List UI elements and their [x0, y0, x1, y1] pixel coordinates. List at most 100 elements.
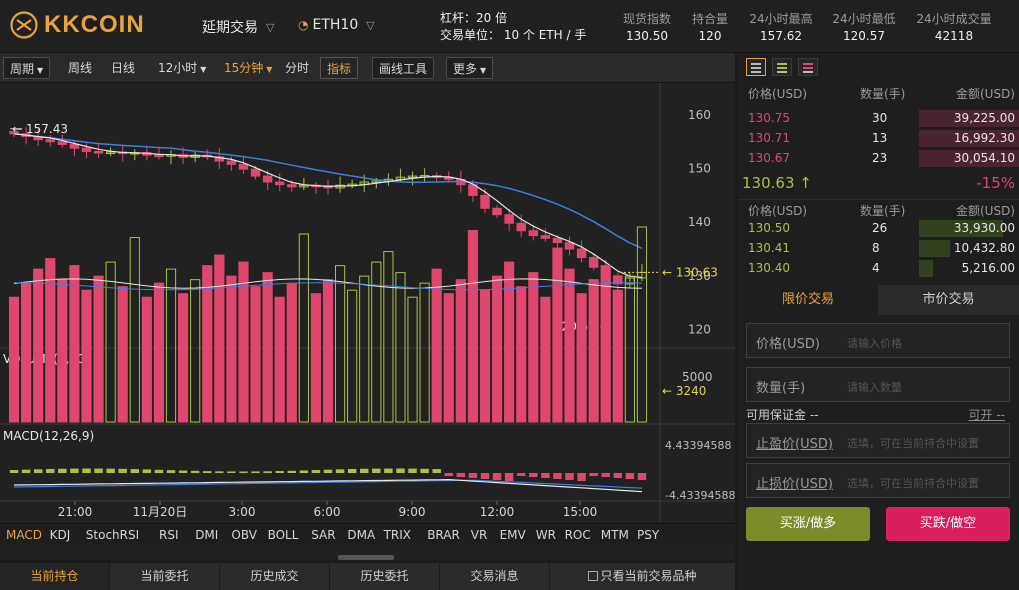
trade-type-dropdown[interactable]: 延期交易 ▽	[202, 17, 274, 37]
volume-bar	[190, 279, 201, 423]
indicator-tab-roc[interactable]: ROC	[564, 528, 591, 542]
macd-hist-bar	[275, 471, 284, 473]
macd-hist-bar	[58, 468, 67, 473]
sell-short-button[interactable]: 买跌/做空	[886, 507, 1010, 541]
12h-dropdown[interactable]: 12小时 ▼	[158, 61, 207, 75]
volume-bar	[310, 293, 322, 423]
candle-down	[540, 235, 551, 239]
macd-hist-bar	[529, 473, 538, 477]
indicator-tab-boll[interactable]: BOLL	[267, 528, 299, 542]
bid-amount: 5,216.00	[961, 261, 1015, 275]
symbol-label: ETH10	[312, 17, 359, 33]
candle-down	[576, 248, 587, 259]
candle-down	[504, 214, 514, 224]
drawing-tools-button[interactable]: 画线工具	[372, 57, 435, 79]
macd-hist-bar	[311, 470, 321, 473]
candle-down	[45, 139, 55, 143]
time-tick-label: 9:00	[399, 505, 426, 519]
weekly-button[interactable]: 周线	[68, 61, 93, 75]
candle-down	[154, 154, 164, 158]
price-field[interactable]: 价格(USD) 请输入价格	[746, 323, 1010, 358]
indicator-tab-brar[interactable]: BRAR	[427, 528, 460, 542]
quantity-field[interactable]: 数量(手) 请输入数量	[746, 367, 1010, 402]
indicator-tab-vr[interactable]: VR	[470, 528, 488, 542]
tab-market-order[interactable]: 市价交易	[878, 285, 1019, 315]
volume-bar	[21, 282, 32, 423]
candle-down	[528, 230, 539, 237]
indicator-tab-mtm[interactable]: MTM	[600, 528, 629, 542]
candle-down	[214, 156, 225, 162]
bid-row[interactable]: 130.50 26 33,930.00	[738, 218, 1019, 238]
volume-bar	[105, 261, 116, 423]
period-dropdown[interactable]: 周期 ▼	[3, 57, 51, 79]
macd-hist-bar	[504, 473, 514, 481]
indicator-tab-trix[interactable]: TRIX	[383, 528, 412, 542]
chart-scroll-handle[interactable]	[338, 555, 394, 560]
macd-hist-bar	[190, 470, 200, 473]
chevron-down-icon: ▽	[266, 20, 275, 34]
candle-down	[564, 242, 575, 250]
chart-toolbar: 周期 ▼ 周线 日线 12小时 ▼ 15分钟 ▼ 分时 指标 画线工具 更多 ▼	[0, 53, 735, 83]
volume-bar	[455, 279, 466, 423]
indicator-tab-stochrsi[interactable]: StochRSI	[85, 528, 140, 542]
candle-down	[588, 257, 599, 268]
tab-trade-history[interactable]: 历史成交	[220, 563, 330, 590]
indicator-tab-kdj[interactable]: KDJ	[49, 528, 71, 542]
ask-depth-bar	[919, 130, 1019, 147]
indicator-tab-emv[interactable]: EMV	[499, 528, 526, 542]
logo[interactable]: KKCOIN	[10, 10, 145, 40]
tab-current-orders[interactable]: 当前委托	[110, 563, 220, 590]
volume-bar	[371, 261, 382, 423]
indicator-button[interactable]: 指标	[320, 57, 359, 79]
order-form: 限价交易 市价交易 价格(USD) 请输入价格 数量(手) 请输入数量 可用保证…	[738, 285, 1019, 590]
volume-bar	[467, 230, 478, 423]
bid-qty: 8	[872, 241, 880, 255]
indicator-tab-psy[interactable]: PSY	[637, 528, 660, 542]
candle-down	[516, 222, 526, 232]
only-current-symbol-checkbox[interactable]: 只看当前交易品种	[550, 563, 735, 590]
bid-row[interactable]: 130.41 8 10,432.80	[738, 238, 1019, 258]
ask-row[interactable]: 130.71 13 16,992.30	[738, 128, 1019, 148]
macd-hist-bar	[263, 471, 272, 473]
brand-name: KKCOIN	[44, 11, 145, 38]
take-profit-field[interactable]: 止盈价(USD) 选填，可在当前持合中设置	[746, 423, 1010, 458]
indicator-tab-macd[interactable]: MACD	[6, 528, 42, 542]
macd-hist-bar	[432, 469, 441, 473]
volume-bar	[491, 275, 503, 423]
indicator-tab-dma[interactable]: DMA	[347, 528, 376, 542]
volume-bar	[262, 272, 273, 423]
indicator-tab-sar[interactable]: SAR	[311, 528, 336, 542]
15m-dropdown[interactable]: 15分钟 ▼	[224, 61, 273, 75]
macd-hist-bar	[33, 469, 43, 473]
timeline-button[interactable]: 分时	[285, 61, 310, 75]
tab-limit-order[interactable]: 限价交易	[738, 285, 878, 315]
kkcoin-logo-icon	[10, 11, 38, 39]
book-asks-view-icon[interactable]	[798, 58, 818, 76]
tab-current-positions[interactable]: 当前持仓	[0, 563, 110, 590]
indicator-tab-wr[interactable]: WR	[535, 528, 556, 542]
buy-long-button[interactable]: 买涨/做多	[746, 507, 870, 541]
more-dropdown[interactable]: 更多 ▼	[446, 57, 494, 79]
ask-row[interactable]: 130.67 23 30,054.10	[738, 148, 1019, 168]
ask-row[interactable]: 130.75 30 39,225.00	[738, 108, 1019, 128]
macd-hist-bar	[94, 468, 103, 473]
indicator-tab-rsi[interactable]: RSI	[159, 528, 179, 542]
daily-button[interactable]: 日线	[111, 61, 136, 75]
tab-trade-messages[interactable]: 交易消息	[440, 563, 550, 590]
tab-order-history[interactable]: 历史委托	[330, 563, 440, 590]
symbol-dropdown[interactable]: ◔ ETH10 ▽	[298, 17, 375, 33]
macd-hist-bar	[372, 468, 381, 473]
volume-bar	[45, 258, 56, 423]
book-bids-view-icon[interactable]	[772, 58, 792, 76]
stop-loss-field[interactable]: 止损价(USD) 选填，可在当前持合中设置	[746, 463, 1010, 498]
macd-hist-bar	[601, 473, 610, 477]
indicator-tab-obv[interactable]: OBV	[231, 528, 257, 542]
volume-bar	[479, 289, 491, 423]
book-both-view-icon[interactable]	[746, 58, 766, 76]
macd-hist-bar	[384, 468, 393, 473]
volume-bar	[153, 282, 165, 423]
bid-row[interactable]: 130.40 4 5,216.00	[738, 258, 1019, 278]
indicator-tab-dmi[interactable]: DMI	[195, 528, 219, 542]
bid-price: 130.50	[748, 221, 790, 235]
